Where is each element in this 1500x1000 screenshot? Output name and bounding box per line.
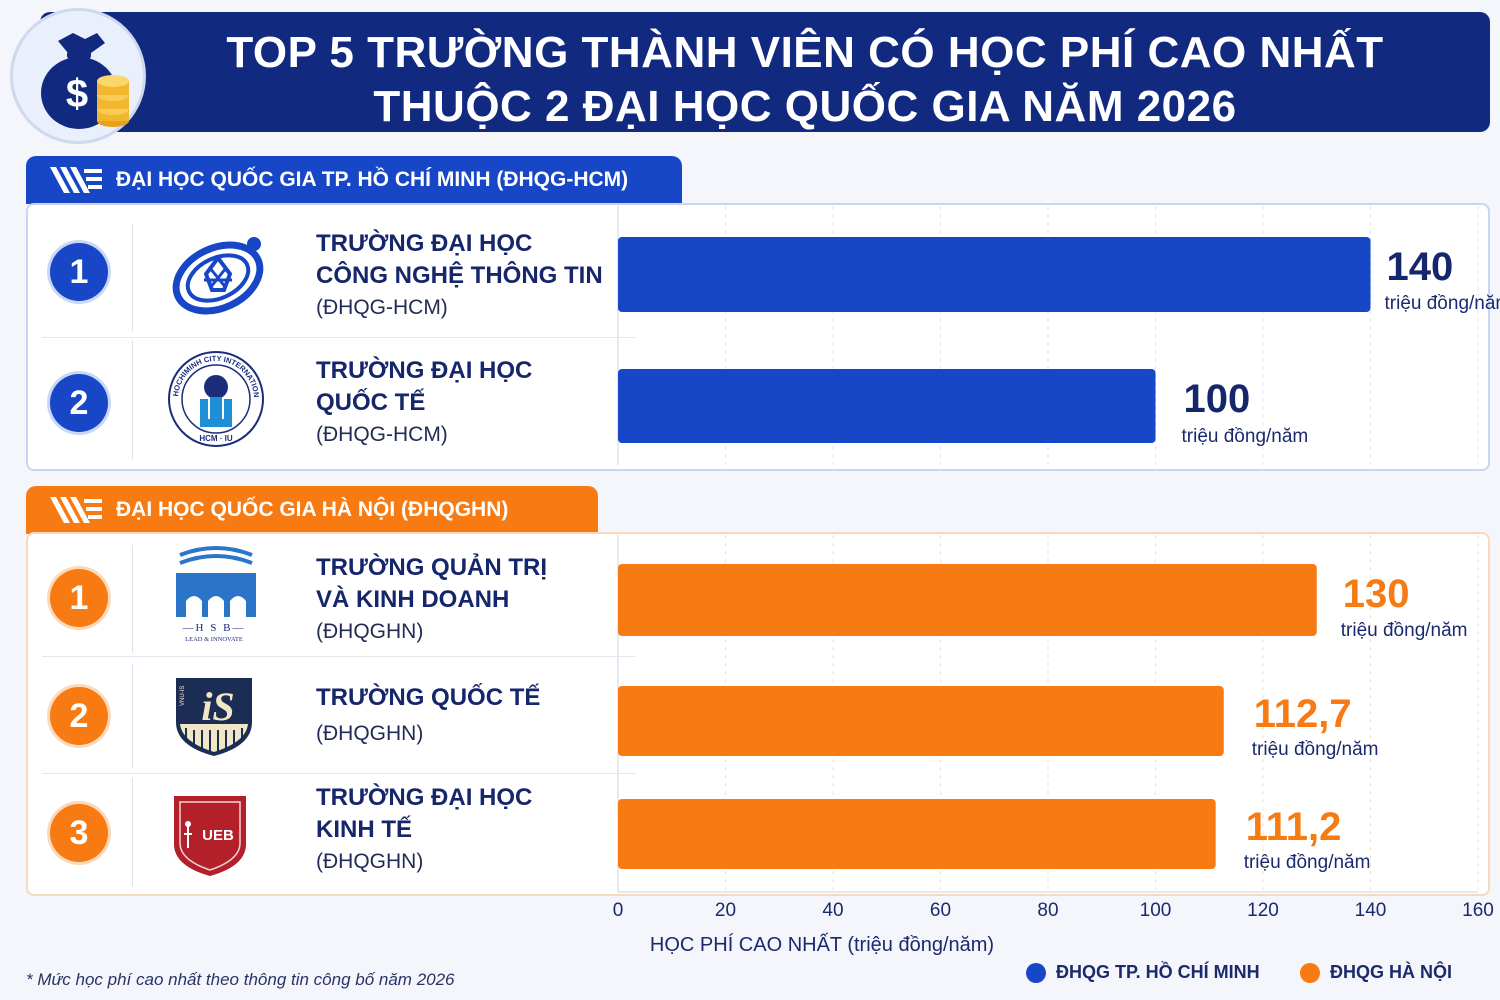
data-label-unit: triệu đồng/năm	[1341, 620, 1468, 641]
data-label-unit: triệu đồng/năm	[1252, 739, 1379, 760]
money-bag-icon: $	[10, 8, 146, 144]
data-label-value: 111,2	[1246, 805, 1342, 849]
page-title: TOP 5 TRƯỜNG THÀNH VIÊN CÓ HỌC PHÍ CAO N…	[140, 26, 1470, 134]
list-item: 2 HOCHIMINH CITY INTERNATIONAL UNIVERSIT…	[38, 341, 634, 459]
footnote: * Mức học phí cao nhất theo thông tin cô…	[26, 970, 455, 989]
school-affiliation: (ĐHQGHN)	[316, 722, 424, 745]
x-tick-label: 160	[1462, 900, 1494, 921]
x-tick-label: 20	[715, 900, 736, 921]
hsb-logo-text: —H S B—	[182, 622, 246, 634]
x-tick-label: 0	[613, 900, 624, 921]
school-name: TRƯỜNG ĐẠI HỌC KINH TẾ (ĐHQGHN)	[316, 782, 636, 878]
svg-text:$: $	[66, 72, 88, 116]
x-tick-label: 140	[1355, 900, 1387, 921]
list-item: 3 UEB TRƯỜNG ĐẠI HỌC KINH TẾ (ĐHQGHN)	[38, 778, 634, 886]
school-name: TRƯỜNG ĐẠI HỌC CÔNG NGHỆ THÔNG TIN (ĐHQG…	[316, 228, 636, 324]
rank-badge: 1	[50, 569, 108, 627]
school-name-line2: KINH TẾ	[316, 816, 412, 843]
legend-label: ĐHQG HÀ NỘI	[1330, 962, 1453, 982]
bar	[618, 237, 1371, 312]
title-banner: TOP 5 TRƯỜNG THÀNH VIÊN CÓ HỌC PHÍ CAO N…	[40, 12, 1490, 132]
iu-logo-bottom-text: HCM · IU	[199, 434, 233, 443]
school-name: TRƯỜNG QUỐC TẾ (ĐHQGHN)	[316, 682, 636, 750]
school-name-line2: CÔNG NGHỆ THÔNG TIN	[316, 262, 603, 289]
data-label-value: 140	[1387, 245, 1454, 289]
rank-badge: 3	[50, 804, 108, 862]
bar	[618, 799, 1216, 869]
school-name-line2: VÀ KINH DOANH	[316, 586, 510, 613]
column-divider	[132, 664, 133, 768]
school-name-line2: QUỐC TẾ	[316, 389, 426, 416]
list-item: 2 iS VNU-IS TRƯỜNG QUỐC TẾ (ĐHQGHN)	[38, 664, 634, 768]
ueb-logo-text: UEB	[202, 827, 234, 844]
vnu-is-logo-text: iS	[201, 684, 234, 729]
x-tick-label: 40	[822, 900, 843, 921]
school-name-line1: TRƯỜNG QUỐC TẾ	[316, 684, 541, 711]
rank-badge: 2	[50, 687, 108, 745]
data-label-unit: triệu đồng/năm	[1385, 293, 1500, 314]
section-label-hcm: ĐẠI HỌC QUỐC GIA TP. HỒ CHÍ MINH (ĐHQG-H…	[116, 168, 629, 191]
list-item: 1 TRƯỜNG ĐẠI HỌC CÔNG NGHỆ THÔNG TIN (ĐH…	[38, 224, 634, 332]
vnu-is-logo-vertical-text: VNU-IS	[180, 686, 186, 706]
vnu-logo-icon	[50, 167, 102, 193]
legend-item-hn: ĐHQG HÀ NỘI	[1300, 962, 1452, 983]
school-name: TRƯỜNG ĐẠI HỌC QUỐC TẾ (ĐHQG-HCM)	[316, 355, 636, 451]
school-affiliation: (ĐHQGHN)	[316, 850, 424, 873]
legend-label: ĐHQG TP. HỒ CHÍ MINH	[1056, 962, 1260, 982]
x-tick-label: 60	[930, 900, 951, 921]
section-label-hn: ĐẠI HỌC QUỐC GIA HÀ NỘI (ĐHQGHN)	[116, 498, 509, 521]
school-name-line1: TRƯỜNG ĐẠI HỌC	[316, 230, 533, 257]
row-divider	[42, 656, 636, 657]
legend-swatch	[1300, 962, 1320, 983]
legend-item-hcm: ĐHQG TP. HỒ CHÍ MINH	[1026, 962, 1260, 983]
rank-badge: 1	[50, 243, 108, 301]
school-name: TRƯỜNG QUẢN TRỊ VÀ KINH DOANH (ĐHQGHN)	[316, 552, 636, 648]
school-name-line1: TRƯỜNG ĐẠI HỌC	[316, 357, 533, 384]
bar	[618, 369, 1156, 443]
data-label-value: 130	[1343, 572, 1410, 616]
column-divider	[132, 545, 133, 653]
school-affiliation: (ĐHQG-HCM)	[316, 423, 448, 446]
column-divider	[132, 224, 133, 332]
legend-swatch	[1026, 962, 1046, 983]
column-divider	[132, 341, 133, 459]
rank-badge: 2	[50, 374, 108, 432]
x-tick-label: 120	[1247, 900, 1279, 921]
row-divider	[42, 773, 636, 774]
school-name-line1: TRƯỜNG ĐẠI HỌC	[316, 784, 533, 811]
data-label-unit: triệu đồng/năm	[1244, 852, 1371, 873]
x-tick-label: 80	[1037, 900, 1058, 921]
title-line-1: TOP 5 TRƯỜNG THÀNH VIÊN CÓ HỌC PHÍ CAO N…	[226, 28, 1384, 77]
x-tick-label: 100	[1140, 900, 1172, 921]
hsb-logo-tagline: LEAD & INNOVATE	[185, 636, 243, 643]
school-affiliation: (ĐHQGHN)	[316, 620, 424, 643]
section-tab-hcm: ĐẠI HỌC QUỐC GIA TP. HỒ CHÍ MINH (ĐHQG-H…	[26, 156, 682, 204]
bar	[618, 564, 1317, 636]
x-axis-title: HỌC PHÍ CAO NHẤT (triệu đồng/năm)	[650, 933, 994, 956]
vnu-is-logo-icon: iS VNU-IS	[166, 672, 266, 772]
data-label-value: 112,7	[1254, 692, 1352, 736]
section-tab-hn: ĐẠI HỌC QUỐC GIA HÀ NỘI (ĐHQGHN)	[26, 486, 598, 534]
ueb-logo-icon: UEB	[166, 788, 266, 888]
column-divider	[132, 778, 133, 886]
vnu-logo-icon	[50, 497, 102, 523]
school-name-line1: TRƯỜNG QUẢN TRỊ	[316, 554, 548, 581]
list-item: 1 —H S B— LEAD & INNOVATE TRƯỜNG QUẢN TR…	[38, 545, 634, 653]
title-line-2: THUỘC 2 ĐẠI HỌC QUỐC GIA NĂM 2026	[373, 82, 1237, 131]
row-divider	[42, 337, 636, 338]
iu-logo-icon: HOCHIMINH CITY INTERNATIONAL UNIVERSITY …	[163, 342, 266, 449]
school-affiliation: (ĐHQG-HCM)	[316, 296, 448, 319]
uit-logo-icon	[166, 228, 266, 328]
hsb-logo-icon: —H S B— LEAD & INNOVATE	[166, 545, 266, 645]
data-label-unit: triệu đồng/năm	[1182, 426, 1309, 447]
data-label-value: 100	[1184, 377, 1251, 421]
bar	[618, 686, 1224, 756]
